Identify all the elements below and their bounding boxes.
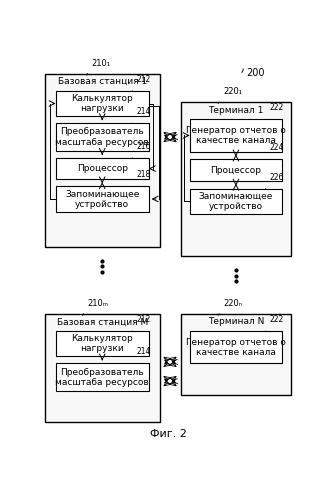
Bar — [56, 123, 149, 151]
Text: Терминал N: Терминал N — [208, 318, 264, 326]
Text: 226: 226 — [270, 172, 284, 182]
Text: 210₁: 210₁ — [92, 58, 111, 68]
Text: 214: 214 — [136, 107, 151, 116]
Text: Терминал 1: Терминал 1 — [208, 106, 264, 114]
Text: Запоминающее
устройство: Запоминающее устройство — [65, 190, 139, 208]
Bar — [190, 120, 282, 152]
Bar — [56, 91, 149, 116]
Bar — [56, 186, 149, 212]
Text: 222: 222 — [270, 104, 284, 112]
Text: Процессор: Процессор — [211, 166, 261, 174]
Text: 212: 212 — [136, 75, 151, 84]
Text: Калькулятор
нагрузки: Калькулятор нагрузки — [72, 334, 133, 353]
Text: 220₁: 220₁ — [223, 87, 242, 96]
Bar — [45, 314, 160, 422]
Text: 210ₘ: 210ₘ — [88, 299, 109, 308]
Text: 216: 216 — [136, 142, 151, 151]
Bar — [180, 314, 291, 395]
Text: Генератор отчетов о
качестве канала: Генератор отчетов о качестве канала — [186, 126, 286, 145]
Bar — [56, 364, 149, 391]
Text: Базовая станция 1: Базовая станция 1 — [58, 77, 147, 86]
Bar — [190, 160, 282, 181]
Text: 222: 222 — [270, 315, 284, 324]
Text: Преобразователь
масштаба ресурсов: Преобразователь масштаба ресурсов — [55, 368, 149, 387]
Text: Фиг. 2: Фиг. 2 — [150, 429, 187, 439]
Text: Базовая станция M: Базовая станция M — [57, 318, 148, 326]
Text: Генератор отчетов о
качестве канала: Генератор отчетов о качестве канала — [186, 338, 286, 357]
Bar — [56, 158, 149, 180]
Bar — [190, 188, 282, 214]
Bar — [56, 331, 149, 356]
Text: 214: 214 — [136, 348, 151, 356]
Bar — [45, 74, 160, 247]
Text: Преобразователь
масштаба ресурсов: Преобразователь масштаба ресурсов — [55, 128, 149, 146]
Text: 218: 218 — [136, 170, 151, 179]
Bar — [180, 102, 291, 256]
Bar — [190, 331, 282, 364]
Text: 212: 212 — [136, 315, 151, 324]
Text: 220ₙ: 220ₙ — [223, 299, 242, 308]
Text: Процессор: Процессор — [77, 164, 128, 173]
Text: Калькулятор
нагрузки: Калькулятор нагрузки — [72, 94, 133, 113]
Text: 200: 200 — [246, 68, 265, 78]
Text: 224: 224 — [270, 144, 284, 152]
Text: Запоминающее
устройство: Запоминающее устройство — [199, 192, 273, 211]
